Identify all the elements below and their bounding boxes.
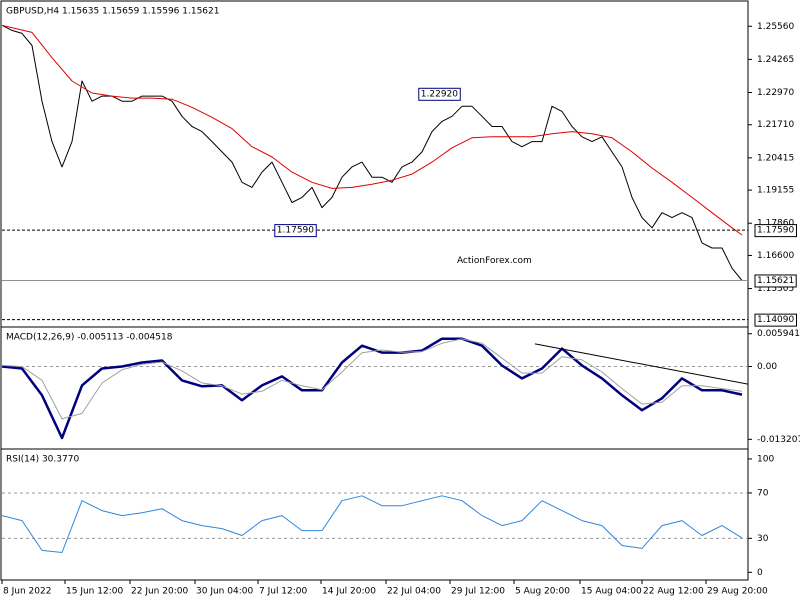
y-tick-label: 0.005941 bbox=[757, 329, 800, 339]
last-price-label: 1.15621 bbox=[757, 276, 794, 286]
pane-title: MACD(12,26,9) -0.005113 -0.004518 bbox=[6, 333, 173, 343]
plot-area bbox=[2, 492, 748, 553]
price-annotation: 1.22920 bbox=[421, 89, 458, 99]
x-tick-label: 29 Aug 20:00 bbox=[707, 587, 768, 597]
y-tick-label: -0.013207 bbox=[757, 435, 800, 445]
x-tick-label: 14 Jul 20:00 bbox=[322, 587, 376, 597]
x-tick-label: 22 Jun 20:00 bbox=[131, 587, 188, 597]
x-tick-label: 15 Aug 04:00 bbox=[581, 587, 642, 597]
y-tick-label: 1.19155 bbox=[757, 186, 794, 196]
x-tick-label: 7 Jul 12:00 bbox=[259, 587, 308, 597]
horizontal-line-label: 1.14090 bbox=[757, 315, 794, 325]
price-annotation: 1.17590 bbox=[277, 226, 314, 236]
horizontal-line-label-box bbox=[754, 224, 797, 238]
x-tick-label: 15 Jun 12:00 bbox=[66, 587, 123, 597]
price-annotation-box bbox=[274, 224, 317, 238]
plot-area bbox=[2, 337, 748, 440]
plot-area: ActionForex.com bbox=[2, 24, 748, 321]
x-tick-label: 22 Jul 04:00 bbox=[387, 587, 441, 597]
series-line bbox=[2, 495, 743, 553]
y-tick-label: 100 bbox=[757, 454, 774, 464]
x-tick-label: 5 Aug 20:00 bbox=[515, 587, 570, 597]
watermark: ActionForex.com bbox=[457, 256, 532, 266]
pane-title: RSI(14) 30.3770 bbox=[6, 455, 79, 465]
y-tick-label: 1.16600 bbox=[757, 251, 794, 261]
y-tick-label: 1.25560 bbox=[757, 22, 794, 32]
series-line bbox=[2, 338, 743, 420]
y-tick-label: 30 bbox=[757, 534, 769, 544]
y-tick-label: 70 bbox=[757, 488, 769, 498]
trend-line bbox=[534, 343, 748, 385]
pane-title: GBPUSD,H4 1.15635 1.15659 1.15596 1.1562… bbox=[6, 7, 219, 17]
x-tick-label: 22 Aug 12:00 bbox=[643, 587, 704, 597]
x-tick-label: 30 Jun 04:00 bbox=[196, 587, 253, 597]
y-tick-label: 1.20415 bbox=[757, 153, 794, 163]
horizontal-line-label: 1.17590 bbox=[757, 226, 794, 236]
y-tick-label: 1.17860 bbox=[757, 219, 794, 229]
series-line bbox=[2, 24, 743, 281]
series-line bbox=[2, 24, 743, 236]
series-line bbox=[2, 337, 743, 440]
y-tick-label: 1.24265 bbox=[757, 55, 794, 65]
y-tick-label: 1.21710 bbox=[757, 120, 794, 130]
y-tick-label: 1.22970 bbox=[757, 88, 794, 98]
x-tick-label: 29 Jul 12:00 bbox=[451, 587, 505, 597]
y-tick-label: 0.00 bbox=[757, 362, 777, 372]
horizontal-line-label-box bbox=[754, 313, 797, 327]
x-tick-label: 8 Jun 2022 bbox=[3, 587, 51, 597]
y-tick-label: 1.15305 bbox=[757, 284, 794, 294]
last-price-label-box bbox=[754, 274, 797, 288]
price-annotation-box bbox=[418, 87, 461, 101]
y-tick-label: 0 bbox=[757, 568, 763, 578]
